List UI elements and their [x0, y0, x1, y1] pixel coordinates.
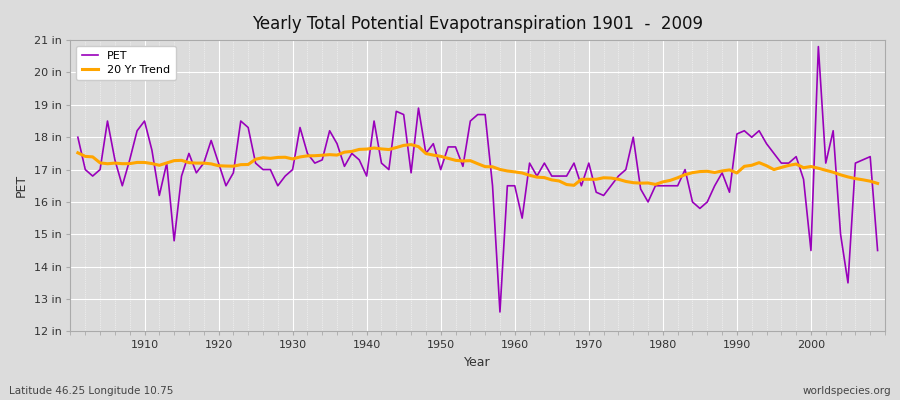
20 Yr Trend — [294, 154, 305, 159]
PET — [131, 128, 142, 133]
Line: 20 Yr Trend: 20 Yr Trend — [78, 145, 878, 185]
20 Yr Trend — [406, 142, 417, 147]
X-axis label: Year: Year — [464, 356, 491, 369]
20 Yr Trend — [339, 150, 350, 154]
Text: worldspecies.org: worldspecies.org — [803, 386, 891, 396]
20 Yr Trend — [613, 177, 624, 182]
20 Yr Trend — [872, 181, 883, 186]
20 Yr Trend — [73, 150, 84, 155]
Line: PET: PET — [78, 46, 878, 312]
PET — [509, 183, 520, 188]
PET — [872, 248, 883, 253]
Legend: PET, 20 Yr Trend: PET, 20 Yr Trend — [76, 46, 176, 80]
PET — [517, 216, 527, 220]
Y-axis label: PET: PET — [15, 174, 28, 197]
Text: Latitude 46.25 Longitude 10.75: Latitude 46.25 Longitude 10.75 — [9, 386, 174, 396]
PET — [606, 183, 616, 188]
PET — [339, 164, 350, 169]
20 Yr Trend — [517, 170, 527, 175]
PET — [494, 310, 505, 314]
PET — [813, 44, 824, 49]
20 Yr Trend — [569, 183, 580, 188]
Title: Yearly Total Potential Evapotranspiration 1901  -  2009: Yearly Total Potential Evapotranspiratio… — [252, 15, 703, 33]
PET — [73, 135, 84, 140]
20 Yr Trend — [509, 170, 520, 174]
PET — [294, 125, 305, 130]
20 Yr Trend — [131, 160, 142, 165]
